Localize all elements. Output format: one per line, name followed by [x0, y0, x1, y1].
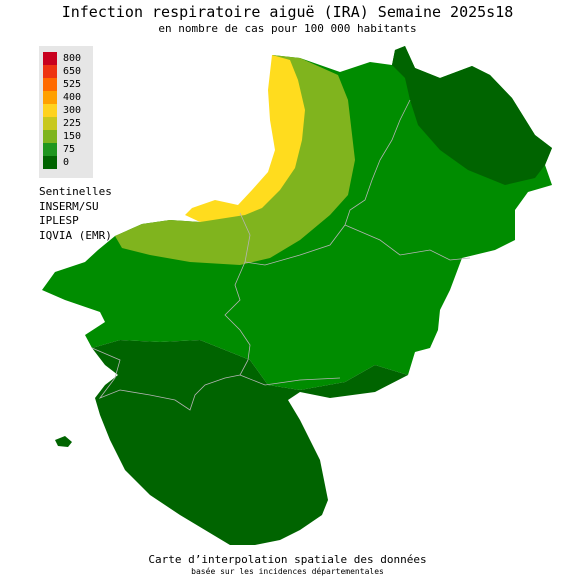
- legend-label: 225: [63, 118, 82, 129]
- footer-note: basée sur les incidences départementales: [191, 567, 384, 576]
- legend-swatch: [43, 156, 57, 169]
- legend-swatch: [43, 78, 57, 91]
- legend-item: 75: [43, 143, 91, 156]
- color-legend: 800 650 525 400 300 225 150 75 0: [39, 46, 93, 178]
- legend-item: 225: [43, 117, 91, 130]
- region-north-east-low: [392, 46, 552, 185]
- source-label: IPLESP: [39, 214, 79, 227]
- department-borders: [91, 99, 471, 411]
- legend-label: 800: [63, 53, 82, 64]
- island: [55, 436, 72, 447]
- legend-swatch: [43, 117, 57, 130]
- legend-swatch: [43, 65, 57, 78]
- legend-item: 650: [43, 65, 91, 78]
- region-south-west-low: [92, 340, 408, 545]
- legend-item: 800: [43, 52, 91, 65]
- legend-item: 0: [43, 156, 91, 169]
- legend-swatch: [43, 143, 57, 156]
- legend-item: 150: [43, 130, 91, 143]
- legend-item: 300: [43, 104, 91, 117]
- source-label: IQVIA (EMR): [39, 228, 112, 242]
- map-subtitle: en nombre de cas pour 100 000 habitants: [158, 22, 417, 35]
- legend-swatch: [43, 104, 57, 117]
- legend-swatch: [43, 130, 57, 143]
- legend-label: 150: [63, 131, 82, 142]
- legend-swatch: [43, 91, 57, 104]
- legend-label: 650: [63, 66, 82, 77]
- legend-label: 400: [63, 92, 82, 103]
- source-label: INSERM/SU: [39, 199, 99, 213]
- legend-item: 525: [43, 78, 91, 91]
- legend-label: 0: [63, 157, 70, 168]
- legend-label: 300: [63, 105, 82, 116]
- legend-item: 400: [43, 91, 91, 104]
- map-title: Infection respiratoire aiguë (IRA) Semai…: [61, 3, 514, 21]
- legend-label: 75: [63, 144, 76, 155]
- data-sources: Sentinelles INSERM/SU IPLESP IQVIA (EMR): [39, 185, 112, 243]
- legend-label: 525: [63, 79, 82, 90]
- source-label: Sentinelles: [39, 185, 112, 198]
- region-north-yellow: [185, 55, 305, 222]
- legend-swatch: [43, 52, 57, 65]
- footer-caption: Carte d’interpolation spatiale des donné…: [148, 553, 427, 566]
